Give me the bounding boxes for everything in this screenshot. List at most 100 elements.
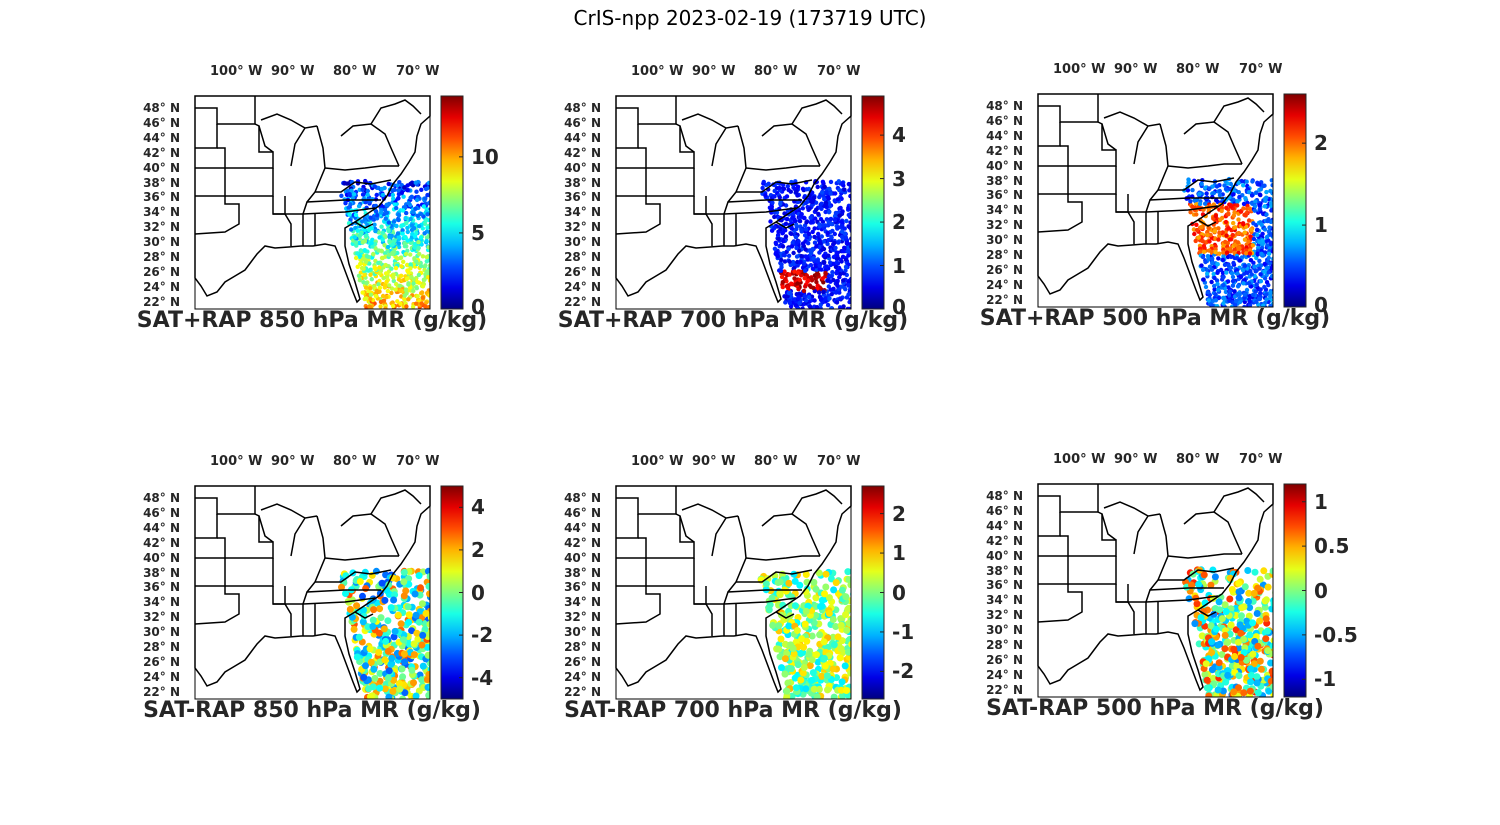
state-boundary [1127, 211, 1135, 244]
panel-title: SAT+RAP 700 hPa MR (g/kg) [557, 308, 909, 333]
map-frame [194, 485, 431, 700]
latitude-tick-label: 26° N [986, 652, 1023, 667]
state-boundary [324, 555, 399, 561]
state-boundary [370, 99, 422, 125]
latitude-tick-label: 40° N [143, 550, 180, 565]
colorbar-tick-label: 0 [471, 295, 485, 319]
state-boundary [273, 207, 376, 215]
latitude-tick-label: 46° N [143, 115, 180, 130]
latitude-tick-label: 22° N [143, 294, 180, 309]
colorbar-tick-label: 0 [471, 580, 485, 605]
state-boundary [711, 125, 739, 167]
map-frame [615, 485, 852, 700]
latitude-tick-label: 40° N [143, 160, 180, 175]
state-boundary [735, 125, 747, 193]
state-boundary [354, 611, 374, 619]
latitude-tick-label: 42° N [564, 535, 601, 550]
state-boundary [1145, 197, 1224, 213]
state-boundary [1213, 487, 1265, 513]
coastline [194, 485, 431, 694]
state-boundary [302, 589, 381, 605]
state-boundary [1133, 123, 1161, 165]
state-boundary [195, 537, 226, 559]
colorbar-tick-label: -1 [892, 619, 915, 644]
longitude-tick-label: 100° W [1053, 452, 1106, 467]
map-area [615, 95, 852, 310]
latitude-tick-label: 24° N [143, 279, 180, 294]
colorbar-tick-label: -2 [892, 659, 915, 684]
state-boundary [1197, 609, 1217, 617]
latitude-tick-label: 48° N [143, 101, 180, 115]
state-boundary [284, 213, 292, 246]
latitude-tick-label: 48° N [564, 101, 601, 115]
state-boundary [1037, 584, 1083, 623]
longitude-tick-label: 80° W [754, 64, 798, 79]
map-panel-5: 100° W 90° W 80° W 70° W 48° N 46° N 44° N 42° … [491, 454, 931, 754]
colorbar-tick-label: 3 [892, 166, 906, 191]
latitude-tick-label: 42° N [986, 533, 1023, 548]
state-boundary [1127, 601, 1135, 634]
latitude-tick-label: 46° N [564, 505, 601, 520]
longitude-tick-label: 100° W [1053, 62, 1106, 77]
colorbar-tick-label: 4 [471, 495, 485, 520]
colorbar-tick-label: 1 [892, 541, 906, 566]
colorbar-tick-label: 2 [892, 501, 906, 526]
latitude-tick-label: 22° N [564, 684, 601, 699]
latitude-tick-label: 44° N [564, 130, 601, 145]
state-boundary [1103, 501, 1149, 517]
colorbar-tick-label: 1 [1314, 213, 1328, 238]
state-boundary [1038, 535, 1069, 557]
coastline [1037, 93, 1274, 302]
longitude-tick-label: 80° W [1176, 452, 1220, 467]
latitude-tick-label: 38° N [564, 175, 601, 190]
latitude-tick-label: 40° N [564, 550, 601, 565]
latitude-tick-label: 24° N [986, 667, 1023, 682]
coastline [615, 95, 852, 304]
longitude-tick-label: 80° W [754, 454, 798, 469]
state-boundary [260, 503, 306, 519]
latitude-tick-label: 24° N [564, 669, 601, 684]
latitude-tick-label: 34° N [143, 205, 180, 220]
satellite-swath [339, 178, 430, 309]
state-boundary [302, 199, 381, 215]
colorbar [861, 95, 885, 310]
state-boundary [194, 586, 240, 625]
coastline [615, 485, 852, 694]
colorbar-tick-label: 0 [1314, 578, 1328, 603]
figure-title: CrIS-npp 2023-02-19 (173719 UTC) [573, 6, 927, 30]
panel-title: SAT-RAP 500 hPa MR (g/kg) [986, 696, 1324, 721]
state-boundary [705, 603, 713, 636]
latitude-tick-label: 22° N [986, 682, 1023, 697]
state-boundary [1157, 513, 1169, 581]
latitude-tick-label: 26° N [143, 264, 180, 279]
latitude-tick-label: 48° N [986, 489, 1023, 503]
latitude-tick-label: 24° N [986, 277, 1023, 292]
latitude-tick-label: 28° N [143, 640, 180, 654]
state-boundary [745, 165, 820, 171]
colorbar-tick-label: 5 [471, 220, 485, 245]
state-boundary [694, 207, 797, 215]
longitude-tick-label: 100° W [210, 454, 263, 469]
latitude-tick-label: 44° N [143, 520, 180, 535]
panel-title: SAT-RAP 850 hPa MR (g/kg) [143, 698, 481, 723]
latitude-tick-label: 44° N [143, 130, 180, 145]
state-boundary [314, 515, 326, 583]
colorbar-tick-label: 0 [892, 295, 906, 319]
longitude-tick-label: 100° W [210, 64, 263, 79]
state-boundary [775, 611, 795, 619]
map-figure [615, 485, 885, 700]
map-figure [615, 95, 885, 310]
state-boundary [1103, 111, 1149, 127]
state-boundary [616, 147, 647, 169]
latitude-tick-label: 40° N [986, 548, 1023, 563]
map-area [194, 485, 431, 700]
longitude-tick-label: 90° W [1114, 452, 1158, 467]
state-boundary [1037, 194, 1083, 233]
longitude-tick-label: 70° W [396, 454, 440, 469]
state-boundary [260, 113, 306, 129]
map-area [1037, 93, 1274, 308]
colorbar-tick-label: 1 [892, 253, 906, 278]
latitude-tick-label: 48° N [986, 99, 1023, 113]
state-boundary [1157, 123, 1169, 191]
state-boundary [1183, 121, 1243, 165]
